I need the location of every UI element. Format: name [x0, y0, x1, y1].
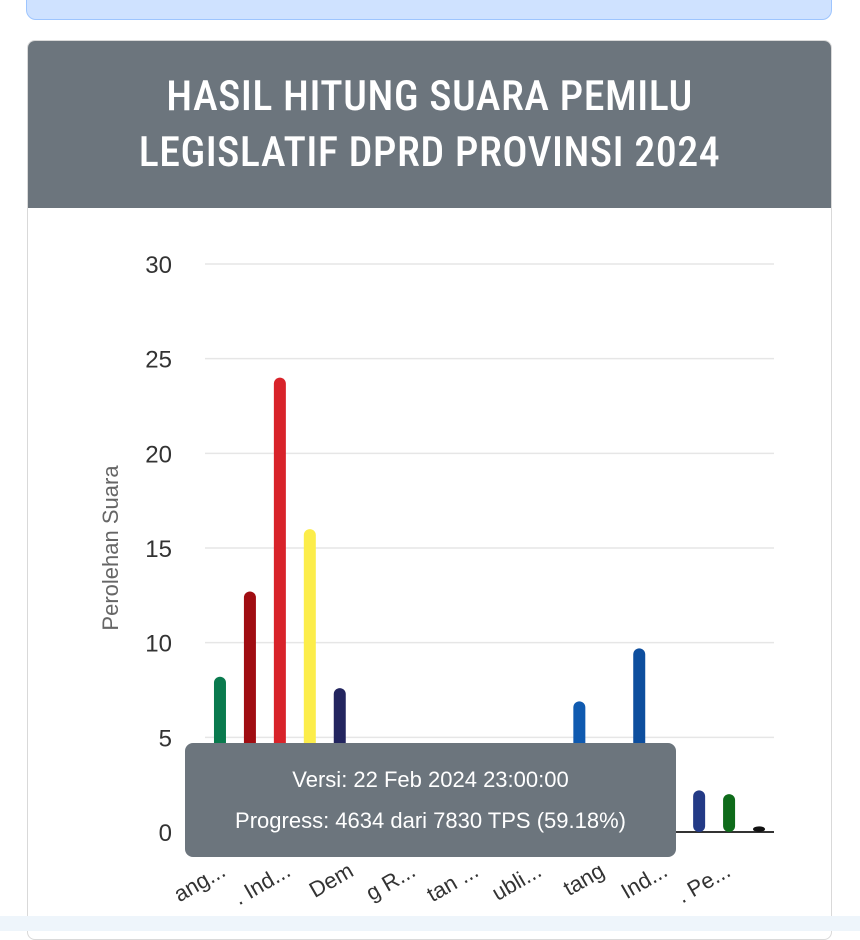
card-title: HASIL HITUNG SUARA PEMILU LEGISLATIF DPR… [50, 69, 810, 181]
x-tick-label: . Ind... [229, 858, 294, 910]
y-tick-label: 30 [145, 252, 172, 279]
x-tick-label: ubli... [487, 858, 545, 906]
bar [693, 790, 706, 832]
y-tick-label: 25 [145, 347, 172, 374]
title-line-1: HASIL HITUNG SUARA PEMILU [166, 71, 693, 121]
bar [273, 377, 286, 832]
tooltip-version: Versi: 22 Feb 2024 23:00:00 [292, 767, 569, 792]
x-tick-label: . Pe... [672, 858, 734, 908]
x-tick-label: Dem [305, 858, 358, 903]
x-tick-label: tang [559, 858, 609, 901]
y-axis-label: Perolehan Suara [98, 465, 123, 631]
bottom-strip [0, 916, 860, 931]
x-tick-label: g R... [361, 858, 419, 906]
y-tick-label: 5 [159, 725, 172, 752]
y-tick-label: 15 [145, 536, 172, 563]
bar [723, 794, 736, 832]
card-header: HASIL HITUNG SUARA PEMILU LEGISLATIF DPR… [28, 41, 831, 208]
chart-tooltip: Versi: 22 Feb 2024 23:00:00 Progress: 46… [185, 743, 676, 857]
y-tick-label: 10 [145, 631, 172, 658]
title-line-2: LEGISLATIF DPRD PROVINSI 2024 [138, 127, 721, 177]
x-tick-label: Ind... [617, 858, 672, 904]
y-tick-label: 20 [145, 441, 172, 468]
tooltip-progress: Progress: 4634 dari 7830 TPS (59.18%) [235, 808, 626, 833]
bar [753, 826, 766, 832]
x-tick-label: tan ... [422, 858, 482, 907]
y-tick-label: 0 [159, 820, 172, 847]
alert-banner [26, 0, 832, 20]
x-tick-label: ang... [169, 858, 229, 907]
